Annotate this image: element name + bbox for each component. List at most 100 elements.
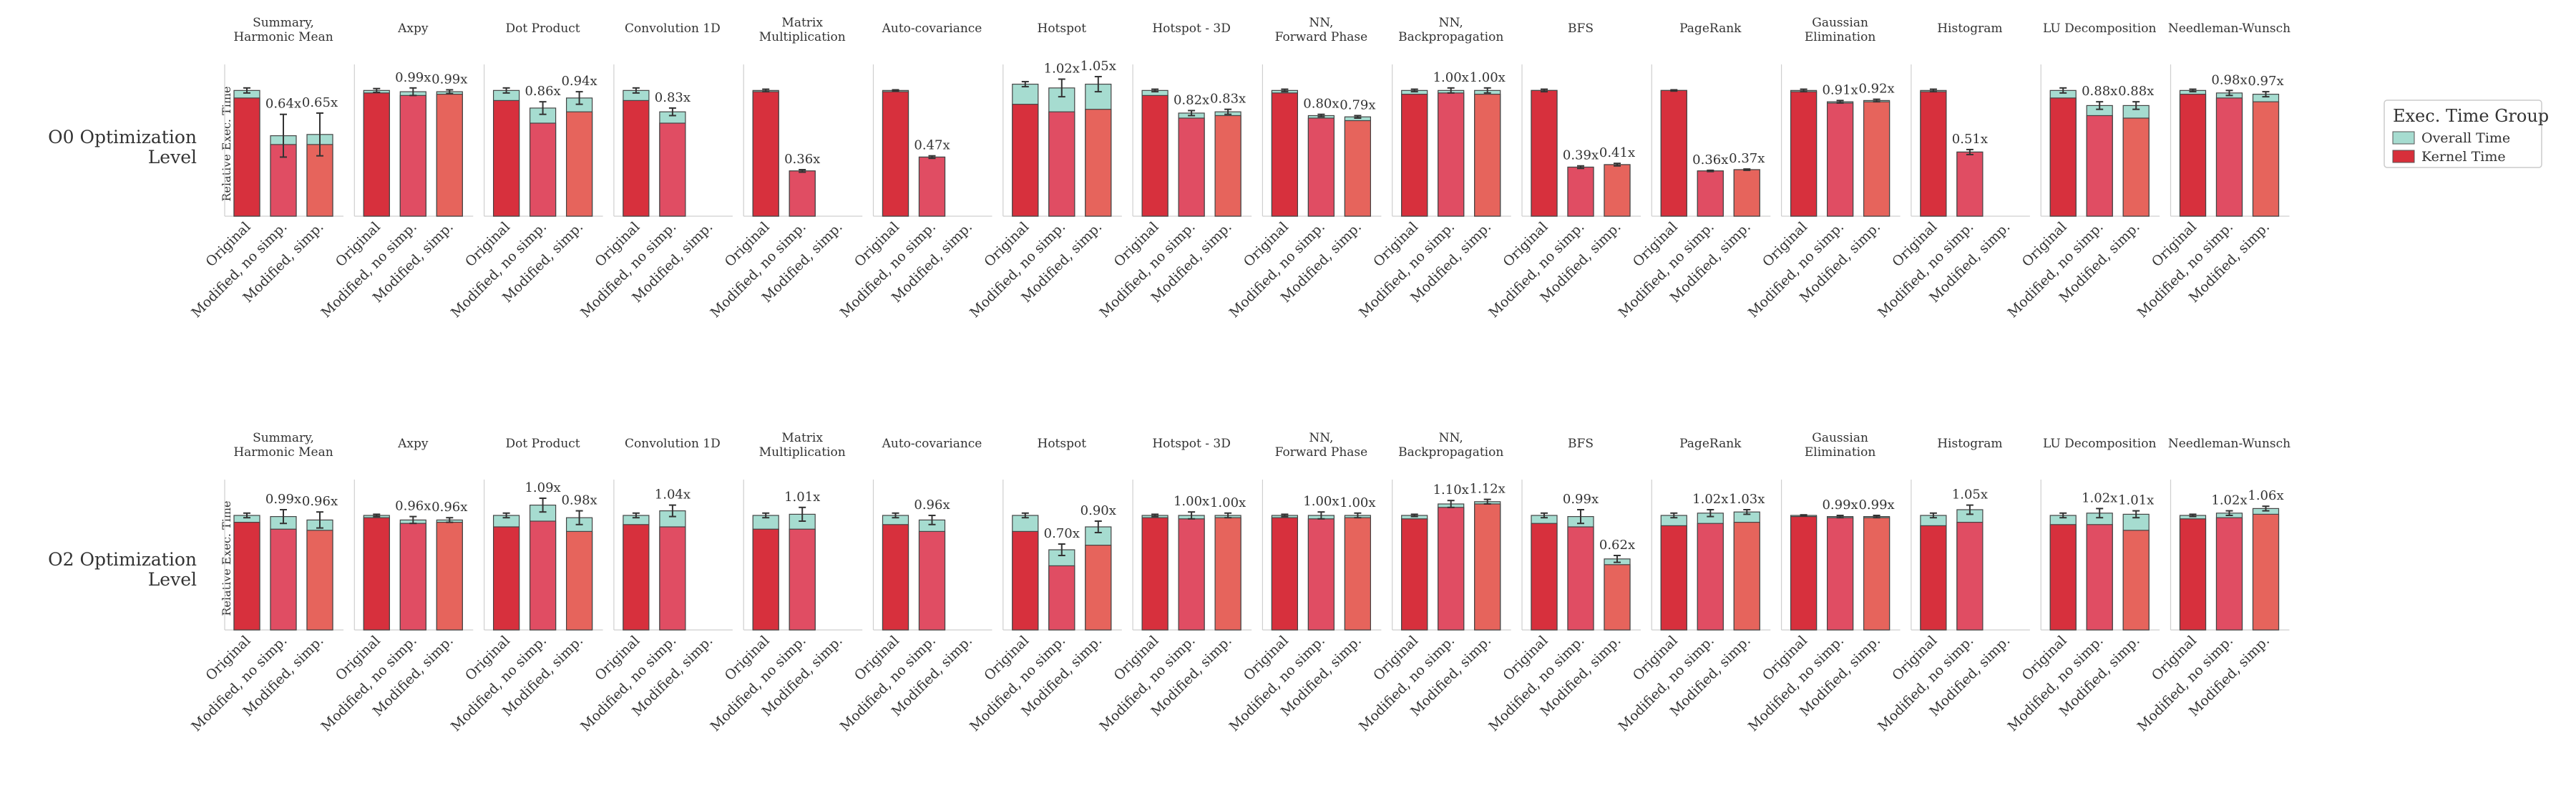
panel-title: Axpy	[397, 437, 429, 451]
bar-kernel	[2252, 101, 2280, 217]
data-label: 1.10x	[1433, 482, 1469, 498]
bar-kernel	[270, 528, 297, 631]
data-label: 0.86x	[525, 84, 560, 99]
bar-kernel	[1790, 515, 1818, 631]
data-label: 0.83x	[1210, 92, 1246, 107]
data-label: 1.05x	[1952, 487, 1988, 503]
bar-kernel	[1474, 94, 1501, 217]
data-label: 1.05x	[1080, 59, 1116, 74]
panel-title: PageRank	[1679, 437, 1742, 451]
panel-title: Summary, Harmonic Mean	[233, 431, 333, 460]
legend-title: Exec. Time Group	[2393, 106, 2549, 126]
bar-kernel	[2086, 524, 2113, 631]
bar-kernel	[2122, 530, 2150, 631]
data-label: 0.98x	[2211, 72, 2247, 87]
bar-kernel	[1438, 507, 1465, 631]
bar-kernel	[529, 122, 557, 217]
bar-kernel	[436, 94, 463, 217]
panel-title: Gaussian Elimination	[1805, 431, 1875, 460]
data-label: 1.02x	[2211, 493, 2247, 508]
data-label: 1.00x	[1174, 494, 1209, 509]
data-label: 1.00x	[1340, 495, 1375, 510]
bar-kernel	[1827, 517, 1854, 631]
panel-title: Axpy	[397, 21, 429, 36]
bar-kernel	[1214, 517, 1241, 631]
data-label: 1.01x	[2118, 493, 2154, 508]
panel-title: Dot Product	[506, 21, 580, 36]
data-label: 0.96x	[431, 500, 467, 515]
data-label: 1.00x	[1210, 495, 1246, 510]
data-label: 1.01x	[784, 490, 820, 505]
bar-kernel	[1214, 115, 1241, 217]
data-label: 0.64x	[265, 97, 301, 112]
data-label: 1.04x	[655, 487, 691, 503]
panel-title: Histogram	[1937, 21, 2002, 36]
panel-title: Summary, Harmonic Mean	[233, 16, 333, 44]
panel-title: Convolution 1D	[625, 21, 721, 36]
data-label: 1.00x	[1303, 494, 1339, 509]
bar-kernel	[2179, 94, 2207, 217]
data-label: 1.00x	[1470, 70, 1506, 85]
bar-kernel	[2215, 97, 2243, 217]
data-label: 0.83x	[655, 90, 691, 105]
bar-kernel	[399, 94, 426, 217]
bar-kernel	[2049, 97, 2077, 217]
panel-title: NN, Forward Phase	[1275, 16, 1368, 44]
data-label: 1.03x	[1729, 492, 1765, 507]
bar-kernel	[1567, 166, 1594, 217]
panel-title: Matrix Multiplication	[759, 16, 846, 44]
bar-kernel	[2122, 117, 2150, 217]
bar-kernel	[1531, 89, 1558, 217]
data-label: 0.99x	[1822, 498, 1858, 513]
panel-title: BFS	[1568, 21, 1594, 36]
panel-title: Matrix Multiplication	[759, 431, 846, 460]
bar-kernel	[623, 100, 650, 217]
panel-title: Hotspot - 3D	[1152, 437, 1231, 451]
data-label: 0.62x	[1599, 538, 1635, 553]
panel-title: NN, Backpropagation	[1398, 16, 1503, 44]
bar-kernel	[492, 100, 520, 217]
data-label: 0.82x	[1174, 92, 1209, 107]
bar-kernel	[1048, 111, 1075, 217]
data-label: 0.39x	[1563, 148, 1599, 163]
bar-kernel	[1344, 517, 1372, 631]
bar-kernel	[363, 92, 390, 217]
bar-kernel	[306, 530, 333, 631]
data-label: 0.79x	[1340, 97, 1375, 112]
bar-kernel	[882, 91, 909, 217]
bar-kernel	[1531, 523, 1558, 631]
bar-kernel	[752, 528, 779, 631]
bar-kernel	[1827, 102, 1854, 217]
panel-title: Convolution 1D	[625, 437, 721, 451]
legend-box	[2384, 100, 2542, 168]
data-label: 0.92x	[1858, 82, 1894, 97]
bar-kernel	[918, 530, 946, 631]
data-label: 0.91x	[1822, 82, 1858, 97]
bar-kernel	[1697, 523, 1724, 631]
bar-kernel	[1604, 564, 1631, 631]
bar-kernel	[1956, 151, 1984, 217]
panel-title: LU Decomposition	[2043, 437, 2156, 451]
bar-kernel	[752, 91, 779, 217]
bar-kernel	[2215, 517, 2243, 631]
data-label: 1.02x	[1044, 62, 1080, 77]
bar-kernel	[233, 521, 260, 631]
data-label: 0.99x	[1858, 498, 1894, 513]
bar-kernel	[789, 170, 816, 217]
data-label: 0.96x	[302, 494, 338, 509]
bar-kernel	[1271, 92, 1299, 217]
bar-kernel	[1178, 117, 1205, 217]
data-label: 0.36x	[1692, 152, 1728, 168]
bar-kernel	[1438, 92, 1465, 217]
bar-kernel	[233, 97, 260, 217]
bar-kernel	[1604, 164, 1631, 217]
bar-kernel	[659, 526, 686, 631]
bar-kernel	[789, 528, 816, 631]
bar-kernel	[565, 530, 593, 631]
data-label: 0.99x	[431, 72, 467, 87]
panel-title: Needleman-Wunsch	[2168, 21, 2290, 36]
panel-title: Hotspot	[1038, 437, 1087, 451]
bar-kernel	[1697, 170, 1724, 217]
bar-kernel	[1271, 517, 1299, 631]
